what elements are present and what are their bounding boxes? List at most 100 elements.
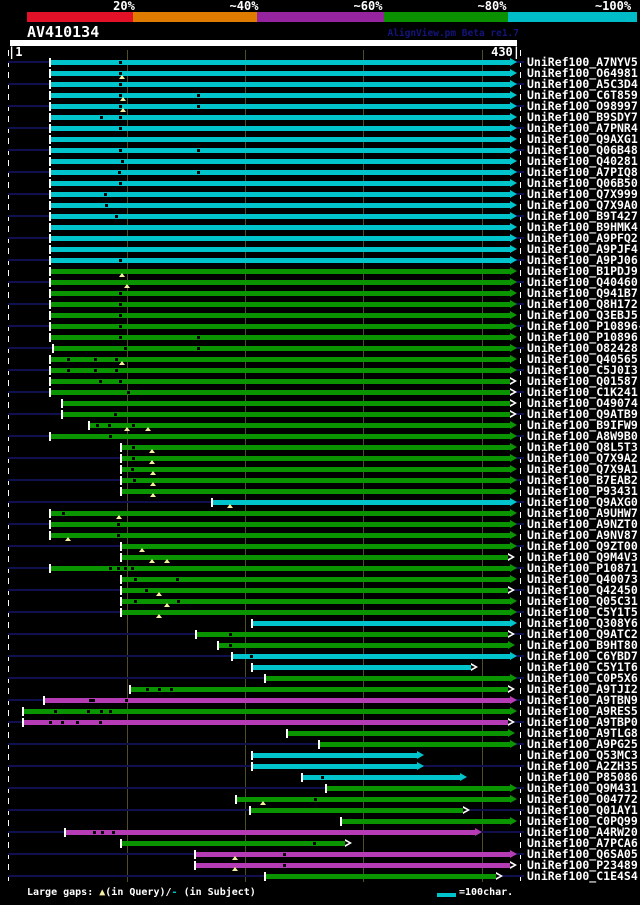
hit-label[interactable]: UniRef100_Q40281 <box>527 154 638 168</box>
hit-label[interactable]: UniRef100_Q9ATB9 <box>527 407 638 421</box>
hit-label[interactable]: UniRef100_A9NZT0 <box>527 517 638 531</box>
hit-label[interactable]: UniRef100_A2ZH35 <box>527 759 638 773</box>
hit-label[interactable]: UniRef100_A7NYV5 <box>527 55 638 69</box>
hit-label[interactable]: UniRef100_C6T859 <box>527 88 638 102</box>
alignment-bar[interactable] <box>130 687 508 692</box>
alignment-bar[interactable] <box>51 522 510 527</box>
alignment-bar[interactable] <box>253 764 417 769</box>
alignment-bar[interactable] <box>51 115 510 120</box>
alignment-bar[interactable] <box>51 170 510 175</box>
alignment-bar[interactable] <box>65 830 475 835</box>
hit-label[interactable]: UniRef100_A7PIQ8 <box>527 165 638 179</box>
hit-label[interactable]: UniRef100_A7PNR4 <box>527 121 638 135</box>
alignment-bar[interactable] <box>53 346 510 351</box>
alignment-bar[interactable] <box>51 159 510 164</box>
alignment-bar[interactable] <box>51 214 510 219</box>
alignment-bar[interactable] <box>122 610 510 615</box>
hit-label[interactable]: UniRef100_Q7X9A2 <box>527 451 638 465</box>
hit-label[interactable]: UniRef100_O98997 <box>527 99 638 113</box>
hit-label[interactable]: UniRef100_A5C3D4 <box>527 77 638 91</box>
hit-label[interactable]: UniRef100_A4RW20 <box>527 825 638 839</box>
alignment-bar[interactable] <box>51 434 510 439</box>
hit-label[interactable]: UniRef100_Q7X9A1 <box>527 462 638 476</box>
hit-label[interactable]: UniRef100_B9T427 <box>527 209 638 223</box>
alignment-bar[interactable] <box>24 709 510 714</box>
hit-label[interactable]: UniRef100_O49074 <box>527 396 638 410</box>
hit-label[interactable]: UniRef100_A9NV87 <box>527 528 638 542</box>
hit-label[interactable]: UniRef100_Q40073 <box>527 572 638 586</box>
hit-label[interactable]: UniRef100_C5Y1T6 <box>527 660 638 674</box>
alignment-bar[interactable] <box>51 533 510 538</box>
alignment-bar[interactable] <box>63 401 510 406</box>
alignment-bar[interactable] <box>51 313 510 318</box>
hit-label[interactable]: UniRef100_Q7X9A0 <box>527 198 638 212</box>
alignment-bar[interactable] <box>122 841 345 846</box>
hit-label[interactable]: UniRef100_B9IFW9 <box>527 418 638 432</box>
alignment-bar[interactable] <box>233 654 510 659</box>
hit-label[interactable]: UniRef100_A9TBN9 <box>527 693 638 707</box>
alignment-bar[interactable] <box>51 511 510 516</box>
hit-label[interactable]: UniRef100_Q308Y6 <box>527 616 638 630</box>
alignment-bar[interactable] <box>24 720 508 725</box>
hit-label[interactable]: UniRef100_C5Y1T5 <box>527 605 638 619</box>
alignment-bar[interactable] <box>196 632 508 637</box>
alignment-bar[interactable] <box>326 786 510 791</box>
hit-label[interactable]: UniRef100_Q9AXG0 <box>527 495 638 509</box>
hit-label[interactable]: UniRef100_P93431 <box>527 484 638 498</box>
alignment-bar[interactable] <box>122 599 510 604</box>
hit-label[interactable]: UniRef100_Q01AY1 <box>527 803 638 817</box>
hit-label[interactable]: UniRef100_A9TLG8 <box>527 726 638 740</box>
hit-label[interactable]: UniRef100_Q9M4V3 <box>527 550 638 564</box>
hit-label[interactable]: UniRef100_Q06B50 <box>527 176 638 190</box>
hit-label[interactable]: UniRef100_A9PJ06 <box>527 253 638 267</box>
hit-label[interactable]: UniRef100_A9PG25 <box>527 737 638 751</box>
hit-label[interactable]: UniRef100_A7PCA6 <box>527 836 638 850</box>
hit-label[interactable]: UniRef100_P85086 <box>527 770 638 784</box>
alignment-bar[interactable] <box>51 247 510 252</box>
alignment-bar[interactable] <box>342 819 510 824</box>
alignment-bar[interactable] <box>51 324 510 329</box>
hit-label[interactable]: UniRef100_A9TJI2 <box>527 682 638 696</box>
alignment-bar[interactable] <box>51 137 510 142</box>
alignment-bar[interactable] <box>219 643 508 648</box>
hit-label[interactable]: UniRef100_Q6SA05 <box>527 847 638 861</box>
hit-label[interactable]: UniRef100_A9PJF4 <box>527 242 638 256</box>
hit-label[interactable]: UniRef100_P10896 <box>527 330 638 344</box>
alignment-bar[interactable] <box>51 291 510 296</box>
hit-label[interactable]: UniRef100_P10871 <box>527 561 638 575</box>
alignment-bar[interactable] <box>122 588 508 593</box>
alignment-bar[interactable] <box>122 456 510 461</box>
hit-label[interactable]: UniRef100_B9SDY7 <box>527 110 638 124</box>
hit-label[interactable]: UniRef100_Q9ATC2 <box>527 627 638 641</box>
alignment-bar[interactable] <box>51 258 510 263</box>
hit-label[interactable]: UniRef100_Q01587 <box>527 374 638 388</box>
alignment-bar[interactable] <box>51 335 510 340</box>
hit-label[interactable]: UniRef100_Q8L5T3 <box>527 440 638 454</box>
hit-label[interactable]: UniRef100_A9TBP0 <box>527 715 638 729</box>
alignment-bar[interactable] <box>63 412 510 417</box>
alignment-bar[interactable] <box>287 731 508 736</box>
alignment-bar[interactable] <box>303 775 461 780</box>
hit-label[interactable]: UniRef100_Q40460 <box>527 275 638 289</box>
hit-label[interactable]: UniRef100_Q40565 <box>527 352 638 366</box>
alignment-bar[interactable] <box>51 126 510 131</box>
alignment-bar[interactable] <box>319 742 510 747</box>
hit-label[interactable]: UniRef100_Q9AXG1 <box>527 132 638 146</box>
alignment-bar[interactable] <box>253 665 471 670</box>
hit-label[interactable]: UniRef100_A8W9B0 <box>527 429 638 443</box>
alignment-bar[interactable] <box>51 236 510 241</box>
alignment-bar[interactable] <box>51 302 510 307</box>
alignment-bar[interactable] <box>51 269 510 274</box>
hit-label[interactable]: UniRef100_C0P5X6 <box>527 671 638 685</box>
hit-label[interactable]: UniRef100_A9RES5 <box>527 704 638 718</box>
hit-label[interactable]: UniRef100_C5J0I3 <box>527 363 638 377</box>
alignment-bar[interactable] <box>122 555 508 560</box>
hit-label[interactable]: UniRef100_A9UHW7 <box>527 506 638 520</box>
hit-label[interactable]: UniRef100_Q7X999 <box>527 187 638 201</box>
alignment-bar[interactable] <box>266 676 510 681</box>
hit-label[interactable]: UniRef100_B1PDJ9 <box>527 264 638 278</box>
alignment-bar[interactable] <box>253 753 417 758</box>
alignment-bar[interactable] <box>122 478 510 483</box>
alignment-bar[interactable] <box>213 500 510 505</box>
alignment-bar[interactable] <box>45 698 510 703</box>
